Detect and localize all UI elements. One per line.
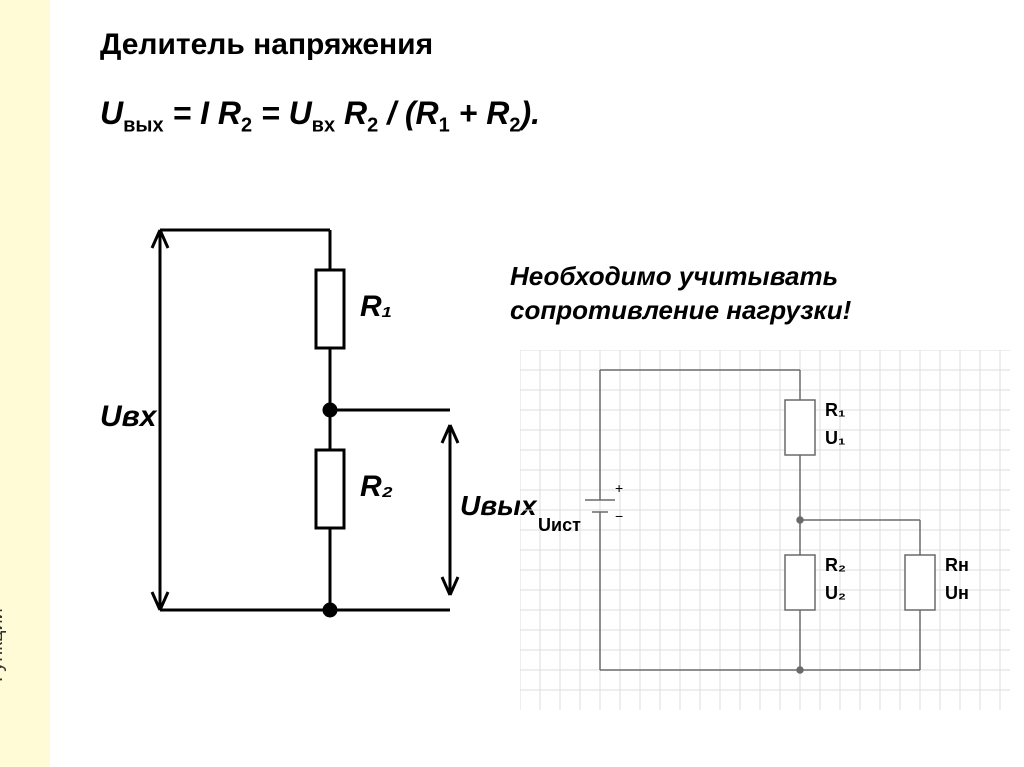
d2-uist-label: Uист — [538, 515, 581, 536]
d2-u1-label: U₁ — [825, 428, 845, 449]
note-text: Необходимо учитывать сопротивление нагру… — [510, 260, 851, 328]
sidebar-label: Функции — [0, 608, 8, 687]
f-uin: U — [289, 95, 312, 131]
d1-r2-label: R₂ — [360, 470, 393, 504]
d1-uin-label: Uвх — [100, 400, 156, 434]
f-uin-sub: вх — [312, 114, 335, 136]
f-R1: R — [416, 95, 439, 131]
f-uout: U — [100, 95, 123, 131]
d2-r2-label: R₂ — [825, 555, 846, 576]
d2-r1-label: R₁ — [825, 400, 845, 421]
f-R2a: R — [218, 95, 241, 131]
f-R2b: R — [344, 95, 367, 131]
f-div: / ( — [378, 95, 415, 131]
f-I: I — [200, 95, 218, 131]
d2-u2-label: U₂ — [825, 583, 846, 604]
d2-minus: − — [615, 508, 623, 524]
circuit2-svg — [520, 350, 1010, 710]
note-line1: Необходимо учитывать — [510, 261, 838, 291]
f-R2a-sub: 2 — [241, 114, 252, 136]
circuit-diagram-loaded: Uист + − R₁ U₁ R₂ U₂ Rн Uн — [520, 350, 1010, 710]
content-area: Делитель напряжения Uвых = I R2 = Uвх R2… — [50, 0, 1024, 767]
f-eq1: = — [164, 95, 200, 131]
f-plus: + — [450, 95, 486, 131]
f-sp — [335, 95, 344, 131]
d2-rh-label: Rн — [945, 555, 969, 576]
f-eq2: = — [252, 95, 288, 131]
f-uout-sub: вых — [123, 114, 164, 136]
f-R2b-sub: 2 — [367, 114, 378, 136]
sidebar-bar: Функции — [0, 0, 50, 767]
circuit-diagram-basic: Uвх R₁ R₂ Uвых — [100, 190, 480, 670]
f-R2c: R — [486, 95, 509, 131]
formula: Uвых = I R2 = Uвх R2 / (R1 + R2). — [100, 95, 540, 137]
f-R1-sub: 1 — [439, 114, 450, 136]
d1-r1-label: R₁ — [360, 290, 392, 324]
d2-uh-label: Uн — [945, 583, 969, 604]
circuit1-svg — [100, 190, 480, 670]
f-R2c-sub: 2 — [509, 114, 520, 136]
page-title: Делитель напряжения — [100, 28, 433, 62]
d2-plus: + — [615, 480, 623, 496]
note-line2: сопротивление нагрузки! — [510, 295, 851, 325]
f-close: ). — [520, 95, 540, 131]
